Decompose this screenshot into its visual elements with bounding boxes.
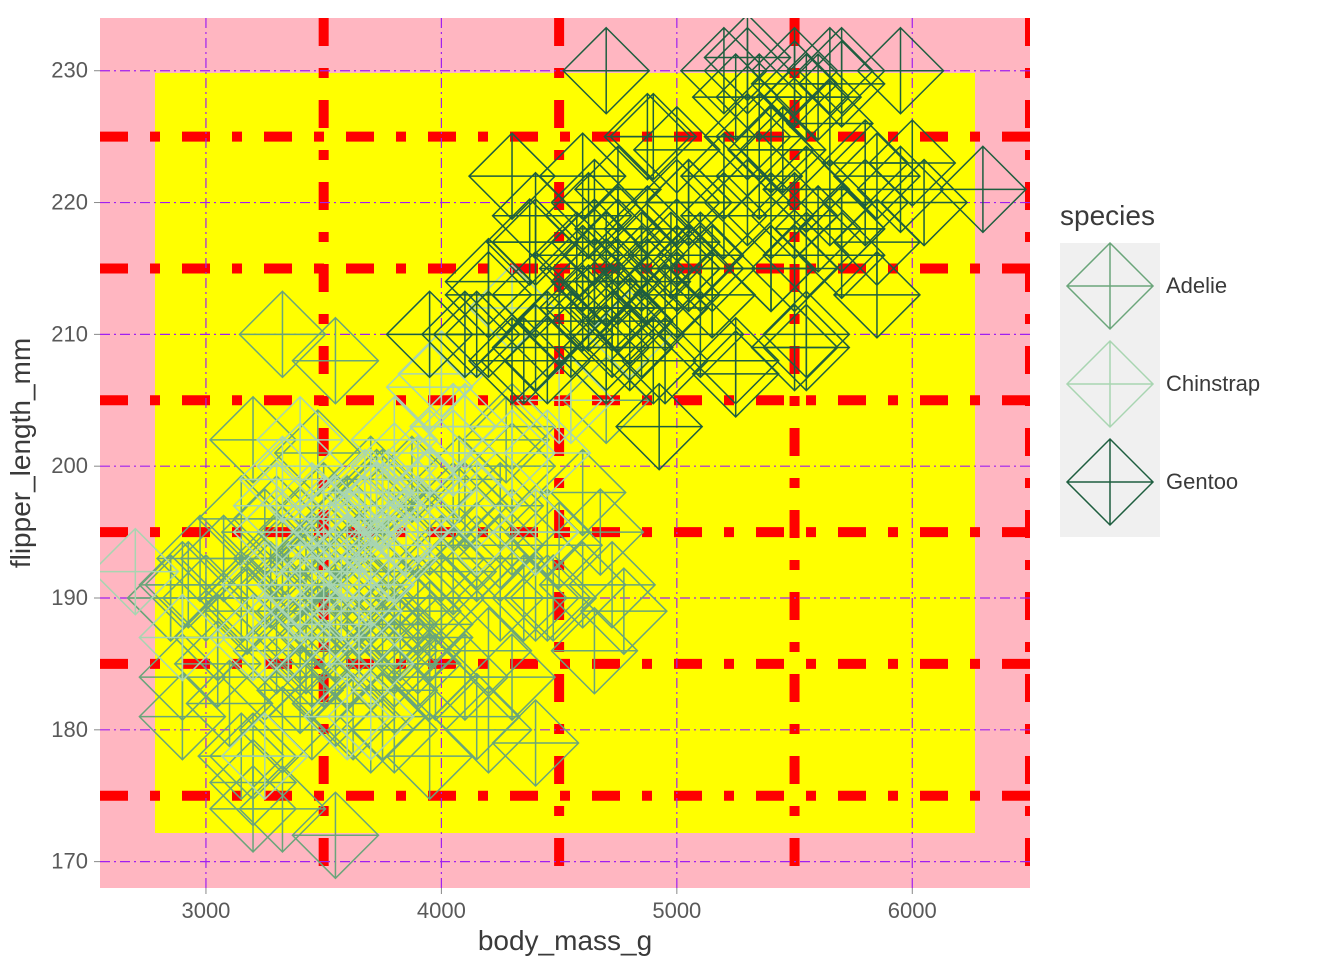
legend: species Adelie Chinstrap Gentoo [1060, 200, 1260, 537]
chart-svg: 3000 4000 5000 6000 body_mass_g 170 180 190 200 2… [0, 0, 1344, 960]
legend-label: Gentoo [1166, 469, 1238, 494]
x-tick-label: 3000 [181, 898, 230, 923]
x-tick-label: 5000 [652, 898, 701, 923]
y-tick-label: 190 [51, 585, 88, 610]
x-axis-label: body_mass_g [478, 925, 652, 956]
y-axis-ticks: 170 180 190 200 210 220 230 [51, 58, 100, 874]
legend-label: Chinstrap [1166, 371, 1260, 396]
x-tick-label: 4000 [417, 898, 466, 923]
y-tick-label: 200 [51, 453, 88, 478]
y-tick-label: 170 [51, 849, 88, 874]
legend-title: species [1060, 200, 1155, 231]
y-tick-label: 230 [51, 58, 88, 83]
scatter-chart: 3000 4000 5000 6000 body_mass_g 170 180 190 200 2… [0, 0, 1344, 960]
x-tick-label: 6000 [888, 898, 937, 923]
x-axis-ticks: 3000 4000 5000 6000 [181, 888, 936, 923]
y-tick-label: 220 [51, 190, 88, 215]
legend-label: Adelie [1166, 273, 1227, 298]
y-axis-label: flipper_length_mm [5, 338, 36, 568]
y-tick-label: 210 [51, 321, 88, 346]
y-tick-label: 180 [51, 717, 88, 742]
